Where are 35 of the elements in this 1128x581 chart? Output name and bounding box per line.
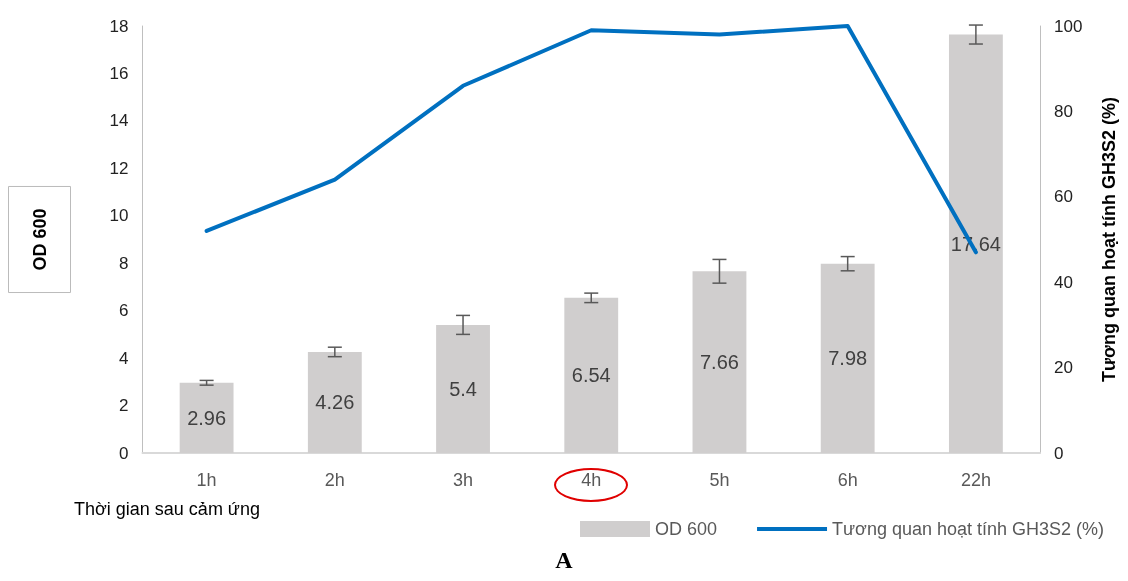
x-tick-label: 22h	[960, 470, 991, 490]
y-tick-label: 8	[119, 253, 129, 273]
data-label: 5.4	[449, 377, 477, 400]
y-tick-label: 10	[109, 206, 129, 226]
y-tick-label: 18	[109, 16, 129, 36]
y-tick-label: 6	[119, 301, 129, 321]
y2-tick-label: 40	[1054, 272, 1073, 292]
y-tick-label: 14	[109, 111, 129, 131]
data-label: 7.98	[828, 347, 868, 370]
x-tick-label: 1h	[196, 470, 217, 490]
y-tick-label: 12	[109, 158, 129, 178]
legend-label: OD 600	[655, 519, 718, 539]
x-tick-label: 2h	[324, 470, 345, 490]
y2-tick-label: 60	[1054, 187, 1073, 207]
y-tick-label: 0	[119, 443, 129, 463]
y-tick-label: 2	[119, 396, 129, 416]
x-tick-label: 6h	[837, 470, 858, 490]
y-axis-title: OD 600	[29, 208, 50, 271]
x-tick-label: 3h	[453, 470, 474, 490]
data-label: 7.66	[700, 351, 739, 374]
x-tick-label: 4h	[581, 470, 602, 490]
y2-axis-title: Tương quan hoạt tính GH3S2 (%)	[1099, 97, 1119, 382]
x-axis-title: Thời gian sau cảm ứng	[74, 499, 260, 519]
y2-tick-label: 0	[1054, 443, 1064, 463]
y2-tick-label: 100	[1054, 16, 1083, 36]
y2-tick-label: 80	[1054, 101, 1073, 121]
legend-label: Tương quan hoạt tính GH3S2 (%)	[832, 519, 1105, 539]
data-label: 6.54	[571, 364, 611, 387]
y2-tick-label: 20	[1054, 358, 1073, 378]
x-tick-label: 5h	[709, 470, 730, 490]
y-tick-label: 4	[119, 348, 129, 368]
data-label: 2.96	[187, 406, 227, 429]
data-label: 4.26	[315, 391, 355, 414]
text: A	[555, 547, 574, 573]
y-tick-label: 16	[109, 63, 129, 83]
